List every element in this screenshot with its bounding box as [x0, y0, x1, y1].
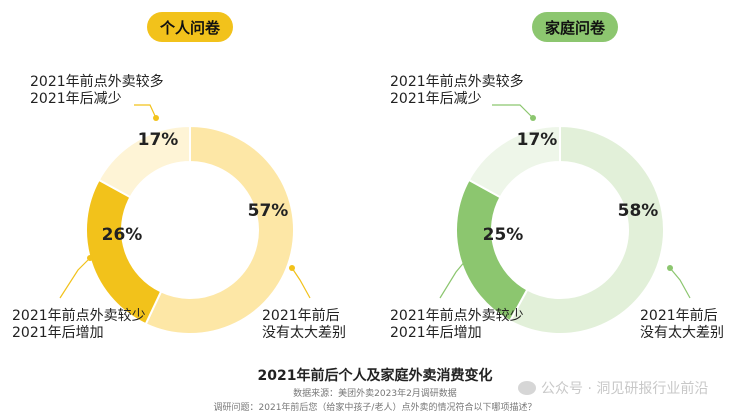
personal-label-decrease: 2021年前点外卖较多 2021年后减少 [30, 74, 164, 107]
family-slice-1 [455, 178, 529, 323]
personal-value-label-2: 17% [138, 130, 179, 150]
personal-leader-line-2 [291, 267, 311, 299]
watermark-text: 公众号 · 洞见研报行业前沿 [541, 381, 709, 397]
personal-label-increase: 2021年前点外卖较少 2021年后增加 [12, 308, 146, 341]
family-slice-2 [467, 124, 561, 199]
family-value-label-2: 17% [517, 130, 558, 150]
data-source: 数据来源：美团外卖2023年2月调研数据 [293, 389, 457, 399]
family-leader-dot-2 [667, 265, 673, 271]
personal-survey-badge: 个人问卷 [147, 12, 233, 42]
personal-slice-2 [97, 124, 191, 199]
family-survey-badge: 家庭问卷 [532, 12, 618, 42]
personal-value-label-0: 57% [248, 201, 289, 221]
personal-value-label-1: 26% [102, 225, 143, 245]
personal-leader-dot-0 [153, 115, 159, 121]
family-value-label-0: 58% [618, 201, 659, 221]
personal-leader-dot-2 [289, 265, 295, 271]
survey-question: 调研问题：2021年前后您（给家中孩子/老人）点外卖的情况符合以下哪项描述？ [213, 403, 537, 413]
personal-leader-line-0 [134, 104, 157, 119]
personal-leader-line-1 [59, 257, 91, 299]
family-leader-dot-1 [463, 257, 469, 263]
family-leader-line-2 [669, 267, 691, 299]
family-leader-line-0 [492, 104, 534, 119]
family-label-nochange: 2021年前后 没有太大差别 [640, 308, 724, 341]
chart-caption: 2021年前后个人及家庭外卖消费变化 [257, 368, 493, 384]
wechat-icon [518, 381, 536, 395]
personal-slice-1 [85, 178, 163, 326]
family-leader-dot-0 [530, 115, 536, 121]
family-label-decrease: 2021年前点外卖较多 2021年后减少 [390, 74, 524, 107]
personal-leader-dot-1 [87, 255, 93, 261]
watermark: 公众号 · 洞见研报行业前沿 [518, 378, 708, 398]
family-label-increase: 2021年前点外卖较少 2021年后增加 [390, 308, 524, 341]
family-slice-0 [508, 124, 665, 335]
family-value-label-1: 25% [483, 225, 524, 245]
personal-slice-0 [144, 124, 295, 335]
family-leader-line-1 [439, 259, 467, 299]
personal-label-nochange: 2021年前后 没有太大差别 [262, 308, 346, 341]
